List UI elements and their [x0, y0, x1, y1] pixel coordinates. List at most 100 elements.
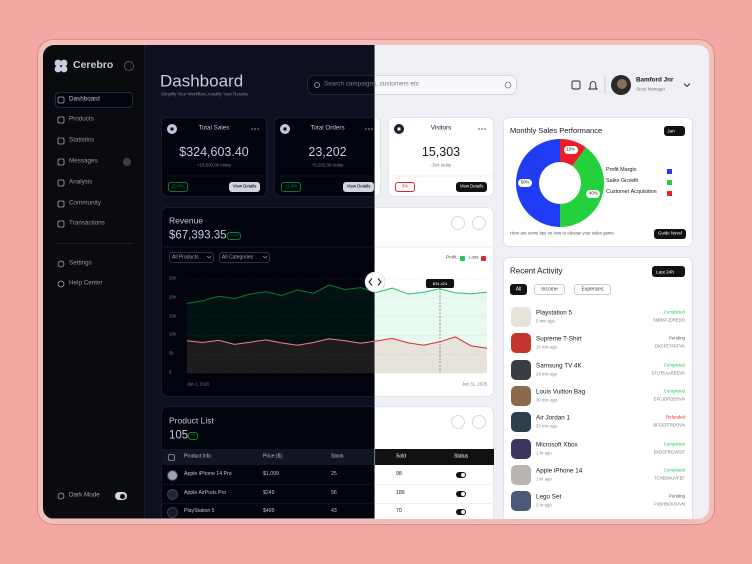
nav-item[interactable]: Dashboard	[69, 95, 100, 103]
page-title: Dashboard	[160, 71, 244, 91]
tip-text: Here are some tips on how to elevate you…	[510, 230, 614, 236]
nav-item[interactable]: Messages	[69, 157, 98, 165]
toggle-knob	[461, 510, 465, 514]
brand-name: Cerebro	[73, 59, 114, 72]
period-label[interactable]: Last 24h	[656, 268, 674, 274]
stat-note: +5,202.00 today	[311, 162, 344, 168]
x-tick-label: Jan 31, 2025	[462, 381, 487, 387]
table-cell: Apple iPhone 14 Pro	[184, 471, 232, 478]
activity-time: 1 hr ago	[536, 450, 552, 456]
y-tick-label: 5k	[169, 350, 174, 356]
product-count: 105	[169, 429, 189, 442]
guide-button[interactable]	[654, 229, 686, 239]
activity-code: EKDCFRGVFDF	[653, 449, 685, 455]
view-details-button[interactable]	[456, 182, 487, 192]
activity-code: STUTEAAREEVK	[651, 370, 685, 376]
stat-value: $324,603.40	[179, 145, 249, 160]
nav-item[interactable]: Settings	[69, 259, 92, 267]
app-window: Cerebro Dashboard Products Statistics Messag…	[43, 45, 709, 519]
icon-button[interactable]	[451, 415, 465, 429]
x-tick-label: Jan 1, 2025	[187, 381, 210, 387]
card-title: Monthly Sales Performance	[510, 125, 603, 135]
stat-note: +10,000.00 today	[196, 162, 232, 168]
activity-time: 24 min ago	[536, 371, 558, 377]
activity-code: DKCFE7FKFVK	[654, 343, 685, 349]
column-header: Sold	[396, 453, 407, 460]
pie-label-pill	[586, 189, 601, 198]
column-header: Product Info	[184, 453, 211, 460]
change-value: +2.4%	[228, 233, 240, 238]
view-details-label[interactable]: View Details	[346, 183, 371, 189]
tooltip	[426, 279, 454, 288]
period-select[interactable]	[664, 126, 685, 136]
period-label[interactable]: Jan	[667, 128, 675, 134]
activity-time: 10 min ago	[536, 344, 558, 350]
activity-code: TGHBDKUVFEF	[653, 475, 685, 481]
table-cell: 25	[331, 471, 337, 478]
activity-thumb	[511, 307, 531, 327]
nav-item[interactable]: Analysis	[69, 178, 93, 186]
activity-thumb	[511, 464, 531, 485]
table-cell: 70	[396, 508, 402, 515]
activity-name: Lego Set	[536, 493, 562, 501]
legend-swatch	[667, 168, 672, 174]
pie-value-label: 40%	[588, 190, 598, 196]
nav-item[interactable]: Statistics	[69, 136, 95, 144]
column-header: Price ($)	[263, 453, 282, 460]
activity-name: Supreme T-Shirt	[536, 335, 582, 343]
nav-item[interactable]: Transactions	[69, 219, 105, 227]
pie-label-pill	[563, 145, 578, 154]
icon-button[interactable]	[472, 415, 486, 429]
activity-time: 5 min ago	[536, 318, 555, 324]
legend-swatch	[667, 179, 672, 185]
change-value: 3%	[401, 183, 409, 189]
filter-label[interactable]: All Categories	[222, 253, 254, 260]
checkbox[interactable]	[168, 453, 175, 461]
filter-label[interactable]: All Products	[172, 253, 199, 260]
activity-status: Pending	[668, 493, 685, 499]
activity-name: Microsoft Xbox	[536, 441, 578, 449]
card-title: Revenue	[169, 215, 204, 226]
y-tick-label: 25k	[169, 275, 176, 281]
table-cell: $499	[263, 508, 275, 515]
tab[interactable]	[510, 284, 527, 295]
table-cell: 98	[396, 471, 402, 478]
activity-status: Refunded	[665, 414, 685, 420]
activity-thumb	[511, 385, 531, 406]
nav-item[interactable]: Help Center	[69, 279, 103, 287]
table-cell: $249	[263, 490, 275, 497]
y-tick-label: 0	[169, 369, 172, 375]
stat-value: 15,303	[421, 145, 461, 160]
activity-card	[503, 257, 693, 519]
tab[interactable]	[534, 284, 565, 295]
tab-label[interactable]: Expenses	[581, 285, 604, 292]
icon-button[interactable]	[472, 216, 486, 230]
activity-status: Completed	[663, 441, 685, 447]
activity-status: Pending	[668, 335, 685, 341]
view-details-label[interactable]: View Details	[232, 183, 257, 189]
legend-label: Profit Margin	[606, 167, 637, 174]
guide-label[interactable]: Guide Novel	[658, 230, 682, 236]
tab[interactable]	[574, 284, 611, 295]
icon-button[interactable]	[451, 216, 465, 230]
pie-label-pill	[518, 179, 532, 187]
activity-status: Completed	[663, 467, 685, 473]
legend-swatch	[667, 190, 672, 196]
avatar	[611, 75, 631, 95]
tab-label[interactable]: Income	[541, 285, 558, 292]
bell-icon	[588, 81, 598, 90]
nav-item[interactable]: Products	[69, 115, 94, 123]
activity-thumb	[511, 438, 531, 459]
activity-status: Completed	[663, 388, 685, 394]
tab-label[interactable]: All	[515, 285, 522, 292]
view-details-label[interactable]: View Details	[459, 183, 484, 189]
column-header: Status	[454, 453, 469, 460]
legend-label: Profit	[446, 254, 457, 260]
nav-item[interactable]: Community	[69, 199, 101, 207]
legend-label: Sales Growth	[606, 178, 639, 185]
column-header: Stock	[331, 453, 344, 460]
y-tick-label: 20k	[169, 294, 176, 300]
user-name: Bamford Jnr	[636, 76, 674, 84]
period-select[interactable]	[652, 266, 685, 277]
